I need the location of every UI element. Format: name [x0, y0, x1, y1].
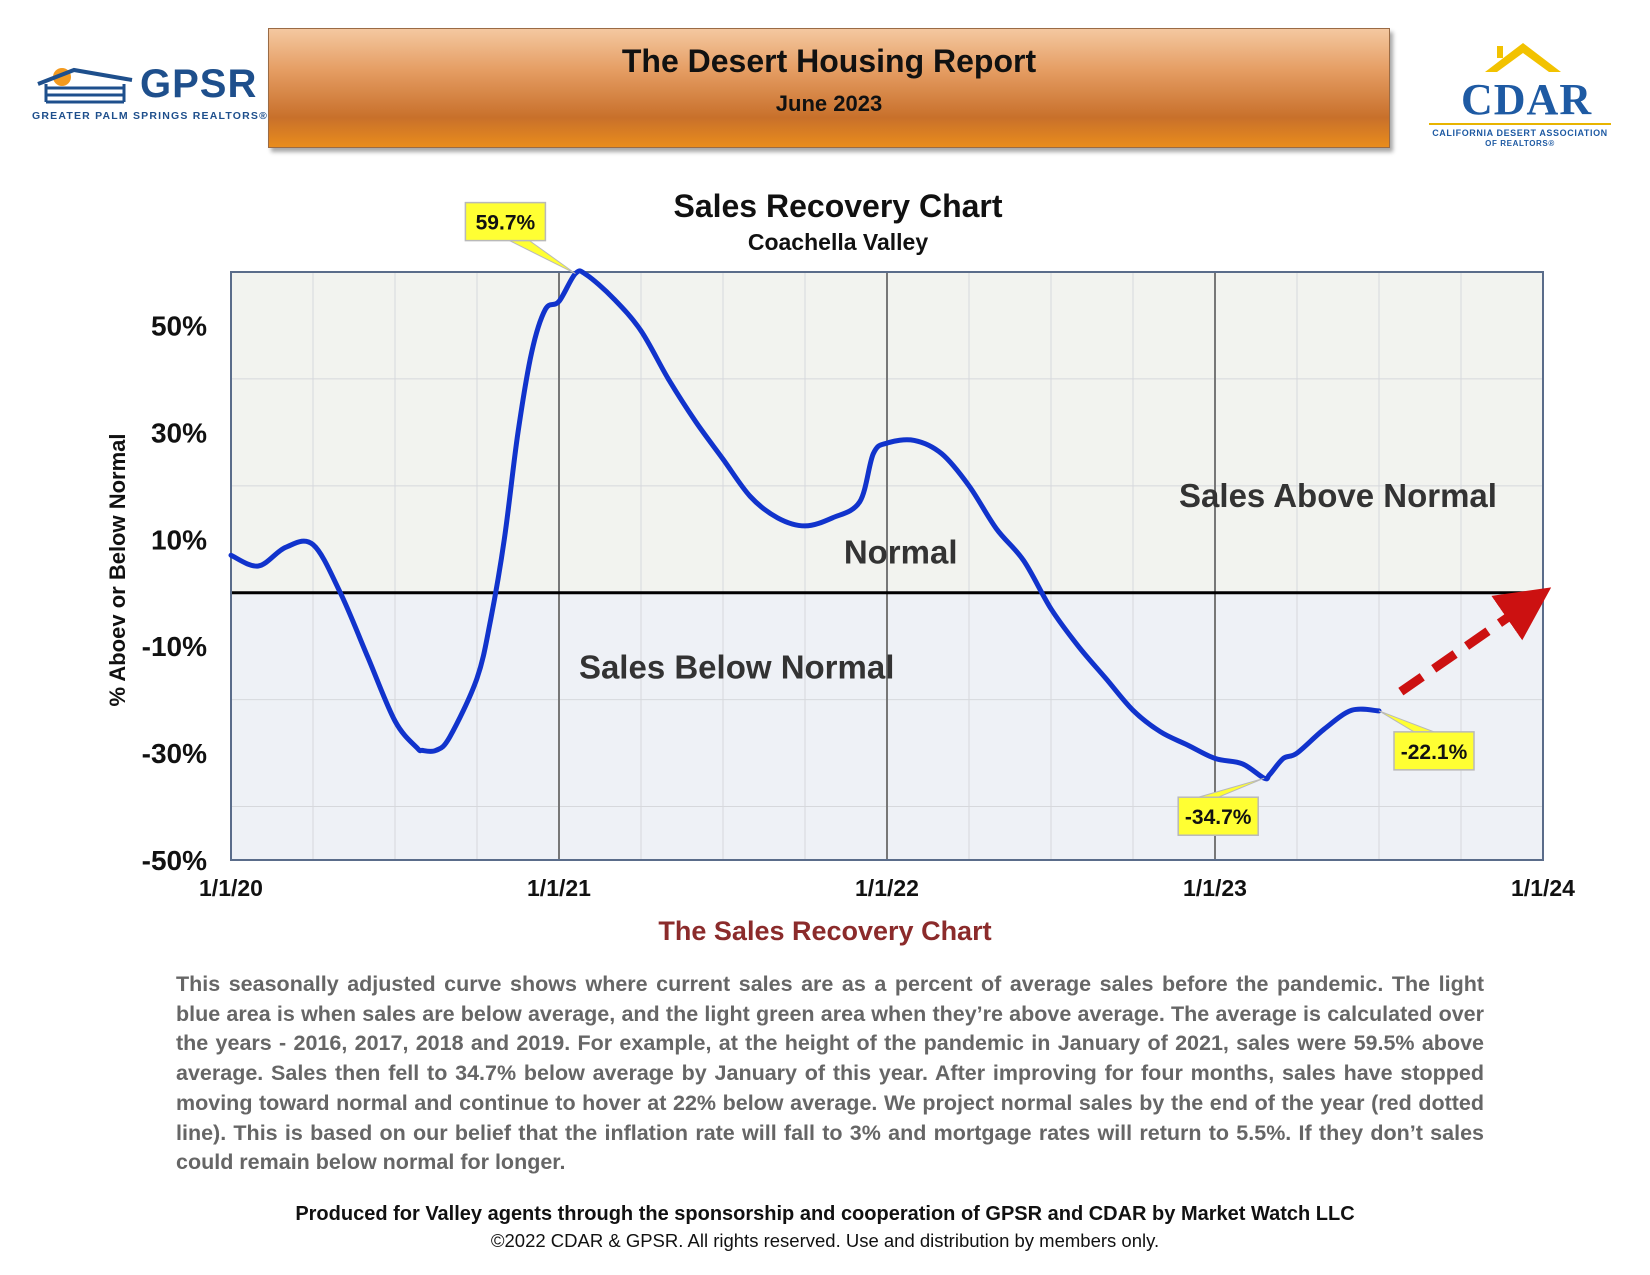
- annotation-layer: Sales Above Normal Normal Sales Below Norm…: [579, 477, 1497, 685]
- gpsr-tagline: GREATER PALM SPRINGS REALTORS®: [32, 110, 269, 122]
- footer-sponsorship: Produced for Valley agents through the s…: [295, 1203, 1355, 1225]
- region-annotation: Sales Above Normal: [1179, 477, 1497, 514]
- y-axis-label: % Aboev or Below Normal: [105, 433, 130, 706]
- x-tick-label: 1/1/24: [1511, 875, 1575, 901]
- y-tick-label: -50%: [142, 845, 207, 876]
- gpsr-logo: GPSR GREATER PALM SPRINGS REALTORS®: [30, 60, 267, 130]
- axis-layer: 50% 30% 10% -10% -30% -50%1/1/20 1/1/21 1/1/22 1…: [142, 271, 1575, 901]
- callout-layer: 59.7% -34.7% -22.1%: [464, 201, 1475, 836]
- callout-label: -34.7%: [1185, 806, 1252, 829]
- footer-copyright: ©2022 CDAR & GPSR. All rights reserved. …: [490, 1230, 1160, 1251]
- gpsr-wordmark: GPSR: [140, 62, 258, 106]
- region-annotation: Sales Below Normal: [579, 648, 894, 685]
- house-sun-icon: [37, 67, 133, 104]
- roof-icon: [1485, 43, 1561, 72]
- series-line: [228, 268, 1382, 782]
- y-tick-label: 10%: [151, 524, 207, 555]
- sales-recovery-chart: Sales Recovery Chart Coachella Valley 50…: [105, 190, 1575, 901]
- y-tick-label: 30%: [151, 417, 207, 448]
- region-annotation: Normal: [844, 533, 958, 570]
- x-tick-label: 1/1/22: [855, 875, 919, 901]
- chart-subtitle: Coachella Valley: [748, 229, 928, 255]
- callout-pointer: [509, 240, 576, 275]
- x-tick-label: 1/1/23: [1183, 875, 1247, 901]
- chart-title: Sales Recovery Chart: [673, 190, 1002, 224]
- cdar-tagline-2: OF REALTORS®: [1485, 139, 1555, 148]
- report-title: The Desert Housing Report: [621, 43, 1037, 79]
- x-tick-label: 1/1/21: [527, 875, 591, 901]
- cdar-wordmark: CDAR: [1461, 75, 1593, 124]
- cdar-tagline-1: CALIFORNIA DESERT ASSOCIATION: [1432, 128, 1608, 138]
- callout-label: -22.1%: [1401, 741, 1468, 764]
- caption-title: The Sales Recovery Chart: [658, 916, 992, 946]
- callout-label: 59.7%: [476, 212, 536, 235]
- report-banner: The Desert Housing Report June 2023: [268, 28, 1390, 148]
- callout-box: [1393, 731, 1475, 771]
- callout-box: [464, 201, 547, 242]
- callout-box: [1177, 796, 1259, 836]
- y-tick-label: 50%: [151, 310, 207, 341]
- plot-frame: [230, 271, 1544, 861]
- cdar-logo: CDAR CALIFORNIA DESERT ASSOCIATION OF RE…: [1425, 40, 1615, 150]
- x-tick-label: 1/1/20: [199, 875, 263, 901]
- cdar-divider: [1429, 123, 1611, 125]
- series-layer: [228, 268, 1552, 782]
- y-tick-label: -30%: [142, 738, 207, 769]
- caption-body: This seasonally adjusted curve shows whe…: [176, 972, 1484, 1175]
- report-date: June 2023: [775, 91, 883, 116]
- y-tick-label: -10%: [142, 631, 207, 662]
- projection-arrow: [1398, 587, 1552, 696]
